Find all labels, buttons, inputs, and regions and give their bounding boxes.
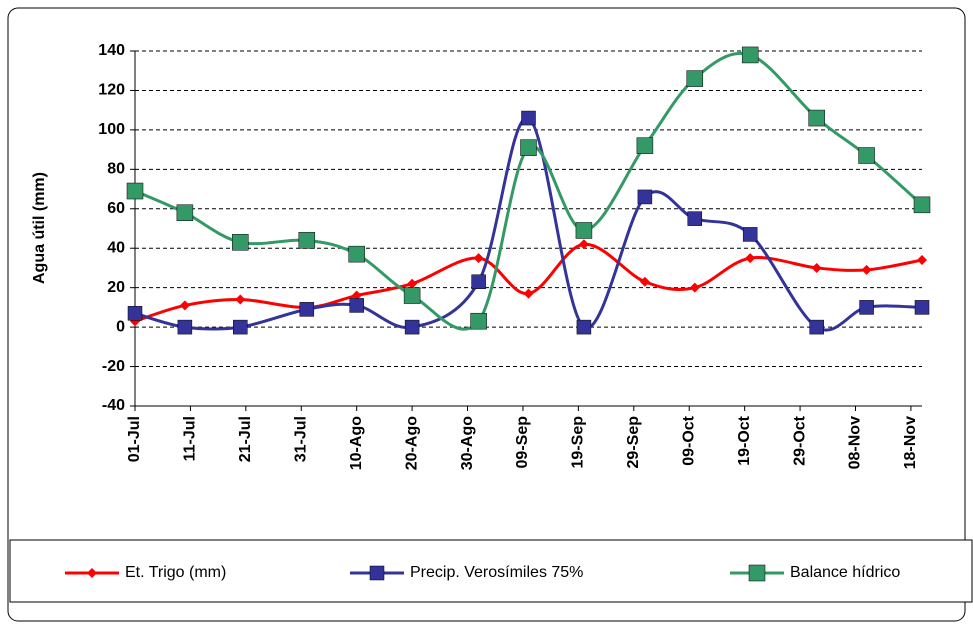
marker	[811, 262, 822, 273]
marker	[351, 290, 362, 301]
marker	[298, 232, 316, 249]
y-tick-label: 120	[98, 82, 125, 99]
x-tick-label: 21-Jul	[237, 416, 254, 462]
marker	[808, 109, 825, 127]
y-axis-label: Agua útil (mm)	[31, 172, 48, 284]
y-tick-label: 0	[116, 318, 125, 335]
y-tick-label: 100	[98, 121, 125, 138]
marker	[914, 300, 930, 315]
x-tick-label: 09-Sep	[514, 416, 531, 469]
x-tick-label: 08-Nov	[847, 416, 864, 469]
marker	[407, 278, 418, 289]
x-tick-label: 29-Oct	[791, 415, 808, 465]
marker	[235, 294, 246, 305]
marker	[859, 300, 874, 315]
marker	[861, 264, 872, 275]
x-tick-label: 31-Jul	[292, 416, 309, 462]
legend-box	[9, 539, 973, 603]
x-tick-label: 20-Ago	[403, 416, 420, 470]
marker	[473, 253, 484, 264]
marker	[913, 196, 931, 214]
marker	[689, 282, 700, 293]
legend-label: Balance hídrico	[790, 564, 900, 581]
y-tick-label: 20	[107, 279, 125, 296]
series-line	[134, 116, 923, 332]
legend-label: Et. Trigo (mm)	[125, 564, 226, 581]
marker	[745, 253, 756, 264]
marker	[233, 319, 248, 335]
marker	[403, 287, 421, 304]
marker	[686, 70, 704, 87]
marker	[687, 211, 703, 226]
y-tick-label: -40	[102, 397, 125, 414]
marker	[917, 255, 927, 266]
legend-marker	[369, 565, 385, 581]
marker	[578, 239, 589, 250]
x-tick-label: 19-Sep	[570, 416, 587, 469]
marker	[521, 110, 536, 126]
x-tick-label: 30-Ago	[459, 416, 476, 470]
marker	[127, 306, 143, 321]
marker	[639, 276, 650, 287]
marker	[741, 46, 759, 64]
legend-marker	[748, 564, 766, 582]
marker	[126, 182, 144, 200]
marker	[523, 288, 534, 299]
marker	[637, 189, 653, 205]
y-tick-label: 60	[107, 200, 125, 217]
marker	[232, 234, 249, 251]
x-tick-label: 01-Jul	[126, 416, 143, 462]
x-tick-label: 29-Sep	[625, 416, 642, 469]
legend-label: Precip. Verosímiles 75%	[410, 564, 583, 581]
marker	[299, 302, 315, 317]
marker	[349, 298, 364, 313]
marker	[576, 319, 592, 335]
marker	[471, 274, 486, 289]
marker	[404, 319, 420, 335]
x-tick-label: 09-Oct	[680, 415, 697, 465]
x-tick-label: 19-Oct	[736, 415, 753, 465]
marker	[809, 319, 824, 335]
marker	[742, 227, 758, 242]
x-tick-label: 10-Ago	[348, 416, 365, 470]
marker	[636, 137, 654, 154]
y-tick-label: 80	[107, 161, 125, 178]
marker	[348, 245, 365, 263]
marker	[176, 204, 194, 221]
y-tick-label: 40	[107, 239, 125, 256]
x-tick-label: 11-Jul	[182, 416, 199, 461]
y-tick-label: 140	[98, 42, 125, 59]
marker	[177, 319, 193, 335]
legend-marker	[87, 568, 97, 578]
marker	[520, 139, 537, 156]
y-tick-label: -20	[102, 358, 125, 375]
marker	[470, 312, 487, 330]
marker	[179, 300, 190, 311]
marker	[858, 147, 875, 164]
marker	[575, 222, 593, 239]
x-tick-label: 18-Nov	[902, 416, 919, 469]
